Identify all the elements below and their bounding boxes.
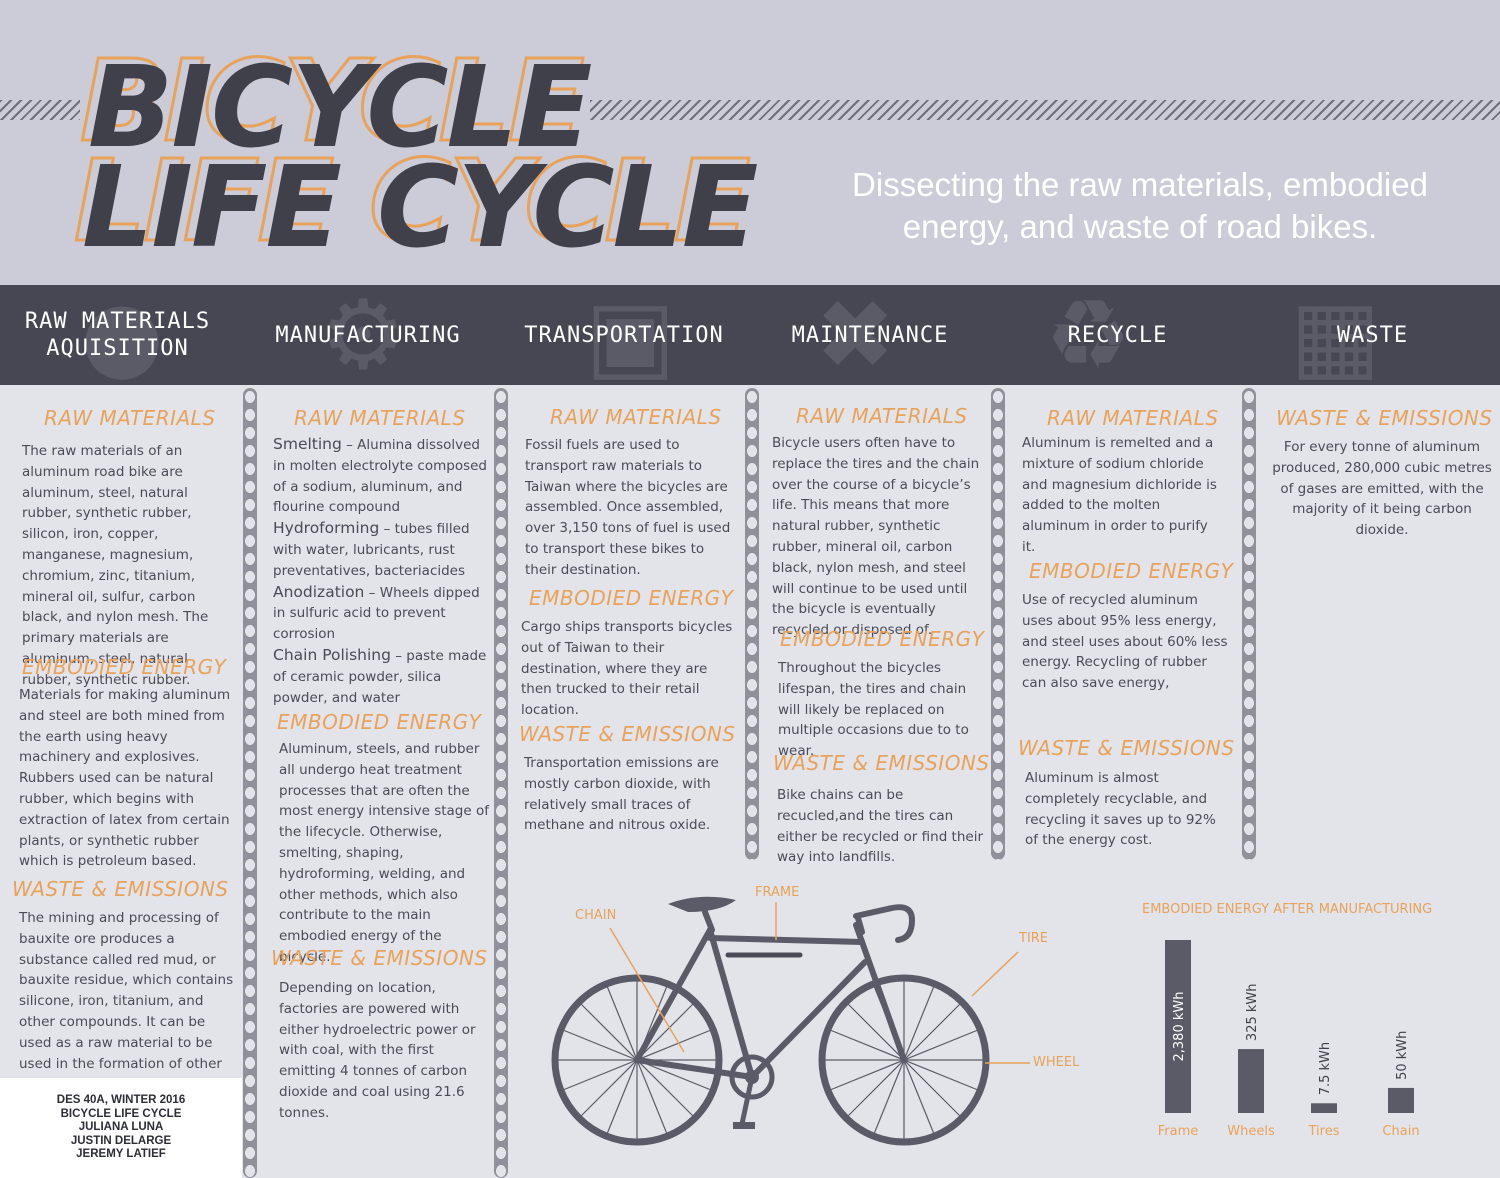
mfg-item: Hydroforming – tubes filled with water, … <box>273 519 470 579</box>
subtitle: Dissecting the raw materials, embodied e… <box>852 166 1428 245</box>
gear-icon: ⚙ <box>320 285 407 385</box>
stage-waste: WASTE <box>1336 322 1409 348</box>
rear-wheel <box>551 974 723 1146</box>
chart-title: EMBODIED ENERGY AFTER MANUFACTURING <box>1142 902 1433 917</box>
maint-col-energy-text: Throughout the bicycles lifespan, the ti… <box>778 660 969 760</box>
chain-divider-3 <box>745 388 759 860</box>
credits-block: DES 40A, WINTER 2016 BICYCLE LIFE CYCLE … <box>0 1078 242 1178</box>
credit-line: JULIANA LUNA <box>78 1121 164 1134</box>
mfg-col-energy-heading: EMBODIED ENERGY <box>277 710 482 734</box>
recycle-col-waste-text: Aluminum is almost completely recyclable… <box>1025 770 1216 849</box>
front-wheel <box>818 974 990 1146</box>
mfg-col-raw-list: Smelting – Alumina dissolved in molten e… <box>273 434 495 708</box>
recycle-icon: ♻ <box>1045 285 1132 385</box>
maint-col-waste-text: Bike chains can be recucled,and the tire… <box>777 787 984 866</box>
credit-line: JEREMY LATIEF <box>76 1148 166 1161</box>
mfg-col-waste-heading: WASTE & EMISSIONS <box>271 946 488 970</box>
trans-col-energy-text: Cargo ships transports bicycles out of T… <box>521 619 733 719</box>
chain-divider-2 <box>494 388 508 1178</box>
bar-tires <box>1311 1103 1337 1113</box>
tire-label: TIRE <box>1019 931 1049 946</box>
raw-col-raw-text: The raw materials of an aluminum road bi… <box>22 443 209 688</box>
mfg-item: Anodization – Wheels dipped in sulfuric … <box>273 582 480 643</box>
stage-manufacturing: MANUFACTURING <box>275 322 461 348</box>
frame-label: FRAME <box>755 885 800 900</box>
chain-divider-5 <box>1242 388 1256 860</box>
earth-icon: ● <box>80 285 164 385</box>
recycle-col-raw-text: Aluminum is remelted and a mixture of so… <box>1022 435 1217 555</box>
bar-frame <box>1165 940 1191 1113</box>
raw-col-waste-text: The mining and processing of bauxite ore… <box>19 910 234 1092</box>
mfg-col-raw-heading: RAW MATERIALS <box>294 406 466 430</box>
raw-col-energy-heading: EMBODIED ENERGY <box>22 655 227 679</box>
bicycle-saddle <box>668 896 736 912</box>
trans-col-waste-text: Transportation emissions are mostly carb… <box>524 755 719 834</box>
maint-col-raw-text: Bicycle users often have to replace the … <box>772 435 980 639</box>
bar-value-label: 50 kWh <box>1395 1031 1410 1080</box>
recycle-col-raw-heading: RAW MATERIALS <box>1047 406 1219 430</box>
stage-band: ● ⚙ ▣ ✖ ♻ ▦ RAW MATERIALS AQUISITION MAN… <box>0 285 1500 385</box>
maint-col-energy-heading: EMBODIED ENERGY <box>780 627 985 651</box>
bar-category-label: Wheels <box>1227 1124 1275 1139</box>
bar-category-label: Tires <box>1308 1124 1340 1139</box>
recycle-col-waste-heading: WASTE & EMISSIONS <box>1018 736 1235 760</box>
bar-value-label: 325 kWh <box>1245 983 1260 1041</box>
wheel-label: WHEEL <box>1033 1055 1080 1070</box>
recycle-col-energy-heading: EMBODIED ENERGY <box>1029 559 1234 583</box>
waste-col-waste-text: For every tonne of aluminum produced, 28… <box>1272 439 1492 539</box>
header-banner: BICYCLE BICYCLE LIFE CYCLE LIFE CYCLE Diss… <box>0 0 1500 285</box>
bar-category-label: Chain <box>1382 1124 1419 1139</box>
bar-category-label: Frame <box>1158 1124 1199 1139</box>
trans-col-raw-heading: RAW MATERIALS <box>550 405 722 429</box>
bar-chain <box>1388 1087 1414 1113</box>
stage-maintenance: MAINTENANCE <box>791 322 949 348</box>
chain-divider-4 <box>991 388 1005 860</box>
title-line-1: BICYCLE BICYCLE <box>78 37 592 173</box>
stage-raw-materials: RAW MATERIALS AQUISITION <box>24 309 211 361</box>
mfg-col-energy-text: Aluminum, steels, and rubber all undergo… <box>279 741 489 965</box>
bar-value-label: 7.5 kWh <box>1318 1042 1333 1095</box>
title-line-2: LIFE CYCLE LIFE CYCLE <box>72 137 758 273</box>
chainring <box>729 1054 775 1100</box>
mfg-col-waste-text: Depending on location, factories are pow… <box>279 980 476 1121</box>
credit-line: JUSTIN DELARGE <box>70 1134 172 1147</box>
maint-col-raw-heading: RAW MATERIALS <box>796 404 968 428</box>
bar-wheels <box>1238 1049 1264 1113</box>
raw-col-energy-text: Materials for making aluminum and steel … <box>19 687 231 870</box>
trans-col-raw-text: Fossil fuels are used to transport raw m… <box>525 437 731 578</box>
chain-divider-1 <box>243 388 257 1178</box>
hatch-decoration-right <box>590 100 1500 120</box>
wrench-icon: ✖ <box>815 285 896 385</box>
chain-label: CHAIN <box>575 908 617 923</box>
maint-col-waste-heading: WASTE & EMISSIONS <box>773 751 990 775</box>
credit-line: BICYCLE LIFE CYCLE <box>60 1107 182 1120</box>
credit-line: DES 40A, WINTER 2016 <box>56 1094 186 1107</box>
trans-col-energy-heading: EMBODIED ENERGY <box>529 586 734 610</box>
raw-col-raw-heading: RAW MATERIALS <box>44 406 216 430</box>
mfg-item: Smelting – Alumina dissolved in molten e… <box>273 435 487 516</box>
raw-col-waste-heading: WASTE & EMISSIONS <box>12 877 229 901</box>
hatch-decoration-left <box>0 100 80 120</box>
mfg-item: Chain Polishing – paste made of ceramic … <box>273 645 487 706</box>
waste-col-waste-heading: WASTE & EMISSIONS <box>1276 406 1493 430</box>
stage-transportation: TRANSPORTATION <box>524 322 724 348</box>
trash-icon: ▦ <box>1290 285 1381 385</box>
stage-recycle: RECYCLE <box>1067 322 1168 348</box>
truck-icon: ▣ <box>585 285 676 385</box>
recycle-col-energy-text: Use of recycled aluminum uses about 95% … <box>1022 592 1228 692</box>
trans-col-waste-heading: WASTE & EMISSIONS <box>519 722 736 746</box>
bar-value-label: 2,380 kWh <box>1172 992 1187 1062</box>
